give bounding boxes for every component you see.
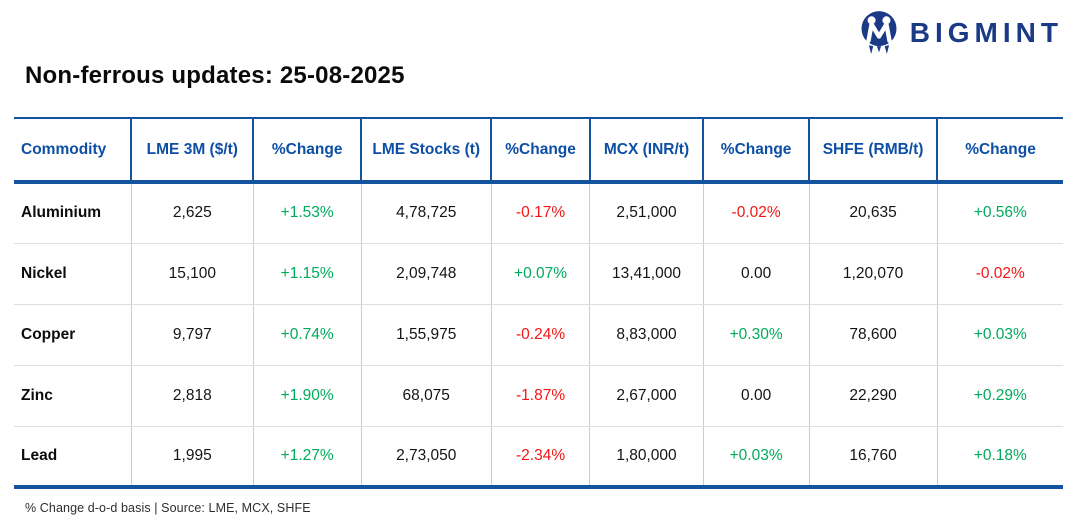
- table-row: Copper 9,797 +0.74% 1,55,975 -0.24% 8,83,000 +…: [14, 304, 1063, 366]
- footnote: % Change d-o-d basis | Source: LME, MCX,…: [25, 501, 311, 515]
- table-row: Lead 1,995 +1.27% 2,73,050 -2.34% 1,80,000 +0.…: [14, 426, 1063, 489]
- value-cell: +0.29%: [936, 365, 1063, 427]
- value-cell: 2,818: [130, 365, 254, 427]
- commodity-cell: Aluminium: [14, 182, 132, 244]
- value-cell: 2,73,050: [360, 426, 492, 489]
- value-cell: 1,55,975: [360, 304, 492, 366]
- value-cell: 1,995: [130, 426, 254, 489]
- value-cell: -0.17%: [490, 182, 590, 244]
- value-cell: +0.30%: [702, 304, 810, 366]
- value-cell: 15,100: [130, 243, 254, 305]
- value-cell: -1.87%: [490, 365, 590, 427]
- value-cell: +0.56%: [936, 182, 1063, 244]
- value-cell: 16,760: [808, 426, 938, 489]
- commodity-cell: Lead: [14, 426, 132, 489]
- value-cell: 68,075: [360, 365, 492, 427]
- page-title: Non-ferrous updates: 25-08-2025: [25, 62, 405, 89]
- table-row: Nickel 15,100 +1.15% 2,09,748 +0.07% 13,41,00…: [14, 243, 1063, 305]
- value-cell: +0.18%: [936, 426, 1063, 489]
- column-header-5: MCX (INR/t): [588, 117, 704, 184]
- value-cell: +1.27%: [252, 426, 362, 489]
- column-header-1: LME 3M ($/t): [130, 117, 254, 184]
- value-cell: +1.15%: [252, 243, 362, 305]
- column-header-4: %Change: [490, 117, 590, 184]
- table-body: Aluminium 2,625 +1.53% 4,78,725 -0.17% 2,51,0…: [14, 182, 1063, 489]
- value-cell: 8,83,000: [589, 304, 704, 366]
- bigmint-logo-icon: [861, 11, 897, 54]
- value-cell: 78,600: [808, 304, 938, 366]
- value-cell: 0.00: [702, 243, 810, 305]
- value-cell: 9,797: [130, 304, 254, 366]
- value-cell: 1,20,070: [808, 243, 938, 305]
- value-cell: 2,09,748: [360, 243, 492, 305]
- column-header-6: %Change: [702, 117, 810, 184]
- value-cell: 0.00: [702, 365, 810, 427]
- value-cell: -0.02%: [702, 182, 810, 244]
- commodity-cell: Copper: [14, 304, 132, 366]
- column-header-0: Commodity: [14, 117, 132, 184]
- value-cell: 1,80,000: [589, 426, 704, 489]
- value-cell: -0.24%: [490, 304, 590, 366]
- table-row: Aluminium 2,625 +1.53% 4,78,725 -0.17% 2,51,0…: [14, 182, 1063, 244]
- value-cell: +0.07%: [490, 243, 590, 305]
- value-cell: 22,290: [808, 365, 938, 427]
- value-cell: 2,51,000: [589, 182, 704, 244]
- value-cell: 13,41,000: [589, 243, 704, 305]
- column-header-7: SHFE (RMB/t): [808, 117, 938, 184]
- commodity-table-wrapper: Commodity LME 3M ($/t) %Change LME Stocks (…: [14, 117, 1063, 489]
- value-cell: +0.74%: [252, 304, 362, 366]
- value-cell: +0.03%: [936, 304, 1063, 366]
- value-cell: 4,78,725: [360, 182, 492, 244]
- column-header-8: %Change: [936, 117, 1063, 184]
- commodity-table: Commodity LME 3M ($/t) %Change LME Stocks (…: [14, 117, 1063, 489]
- commodity-cell: Zinc: [14, 365, 132, 427]
- value-cell: +1.53%: [252, 182, 362, 244]
- column-header-3: LME Stocks (t): [360, 117, 492, 184]
- table-header-row: Commodity LME 3M ($/t) %Change LME Stocks (…: [14, 117, 1063, 184]
- commodity-cell: Nickel: [14, 243, 132, 305]
- value-cell: 20,635: [808, 182, 938, 244]
- value-cell: -2.34%: [490, 426, 590, 489]
- value-cell: 2,67,000: [589, 365, 704, 427]
- logo-wordmark: BIGMINT: [909, 17, 1063, 48]
- column-header-2: %Change: [252, 117, 362, 184]
- table-row: Zinc 2,818 +1.90% 68,075 -1.87% 2,67,000 0.00 2…: [14, 365, 1063, 427]
- value-cell: 2,625: [130, 182, 254, 244]
- bigmint-logo: BIGMINT: [858, 10, 1063, 56]
- value-cell: +1.90%: [252, 365, 362, 427]
- value-cell: +0.03%: [702, 426, 810, 489]
- value-cell: -0.02%: [936, 243, 1063, 305]
